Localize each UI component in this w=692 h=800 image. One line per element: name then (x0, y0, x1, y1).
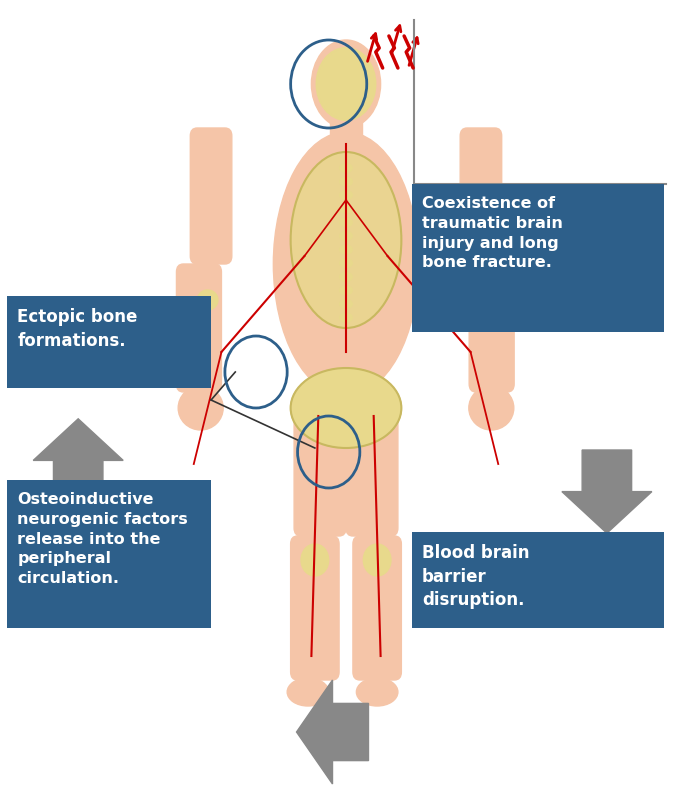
Ellipse shape (356, 678, 398, 706)
Polygon shape (562, 450, 652, 533)
FancyBboxPatch shape (412, 532, 664, 628)
Ellipse shape (197, 290, 218, 310)
Ellipse shape (287, 678, 329, 706)
Text: Osteoinductive
neurogenic factors
release into the
peripheral
circulation.: Osteoinductive neurogenic factors releas… (17, 492, 188, 586)
FancyBboxPatch shape (7, 480, 211, 628)
Ellipse shape (291, 368, 401, 448)
Text: Coexistence of
traumatic brain
injury and long
bone fracture.: Coexistence of traumatic brain injury an… (422, 196, 563, 270)
FancyBboxPatch shape (291, 536, 339, 680)
Ellipse shape (178, 386, 223, 430)
Polygon shape (296, 680, 368, 784)
Ellipse shape (301, 544, 329, 576)
FancyBboxPatch shape (176, 264, 221, 392)
Text: Blood brain
barrier
disruption.: Blood brain barrier disruption. (422, 544, 529, 610)
Ellipse shape (291, 152, 401, 328)
Ellipse shape (340, 245, 352, 254)
Ellipse shape (469, 386, 513, 430)
Ellipse shape (317, 49, 375, 119)
Bar (330, 104, 362, 140)
Ellipse shape (340, 164, 352, 172)
FancyBboxPatch shape (190, 128, 232, 264)
Text: Ectopic bone
formations.: Ectopic bone formations. (17, 308, 138, 350)
Ellipse shape (340, 204, 352, 213)
FancyBboxPatch shape (469, 264, 514, 392)
Ellipse shape (340, 258, 352, 267)
Ellipse shape (340, 300, 352, 308)
Ellipse shape (340, 272, 352, 281)
Ellipse shape (363, 544, 391, 576)
Polygon shape (33, 418, 123, 502)
FancyBboxPatch shape (353, 536, 401, 680)
Ellipse shape (340, 178, 352, 186)
Ellipse shape (273, 132, 419, 396)
Ellipse shape (340, 314, 352, 322)
Ellipse shape (340, 191, 352, 200)
Ellipse shape (474, 290, 495, 310)
FancyBboxPatch shape (7, 296, 211, 388)
Ellipse shape (340, 286, 352, 294)
FancyBboxPatch shape (346, 392, 398, 536)
Ellipse shape (340, 232, 352, 240)
FancyBboxPatch shape (412, 184, 664, 332)
FancyBboxPatch shape (294, 392, 346, 536)
Ellipse shape (311, 40, 381, 128)
FancyBboxPatch shape (460, 128, 502, 264)
Ellipse shape (340, 218, 352, 227)
